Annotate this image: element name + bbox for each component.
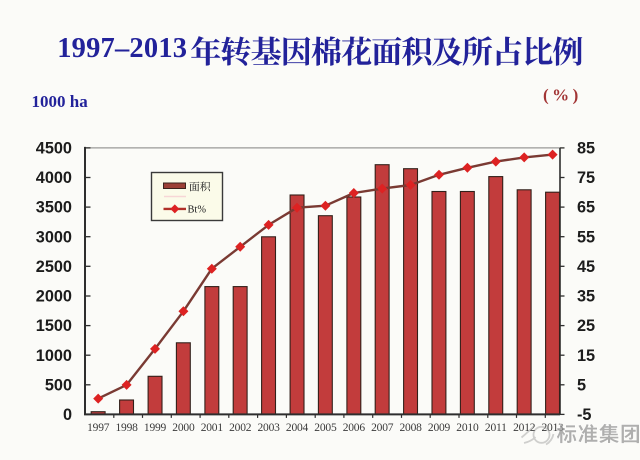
svg-text:4500: 4500 bbox=[36, 140, 72, 158]
svg-text:15: 15 bbox=[577, 347, 595, 365]
svg-text:Bt%: Bt% bbox=[188, 205, 207, 216]
svg-text:1500: 1500 bbox=[36, 317, 72, 335]
svg-text:1997: 1997 bbox=[87, 422, 110, 434]
svg-text:2002: 2002 bbox=[229, 422, 252, 434]
svg-text:500: 500 bbox=[45, 376, 72, 394]
svg-text:2006: 2006 bbox=[343, 422, 366, 434]
svg-text:2012: 2012 bbox=[513, 422, 536, 434]
svg-text:1000: 1000 bbox=[36, 347, 72, 365]
svg-text:2500: 2500 bbox=[36, 258, 72, 276]
svg-text:2013: 2013 bbox=[541, 422, 564, 434]
svg-text:5: 5 bbox=[577, 376, 586, 394]
svg-text:0: 0 bbox=[63, 406, 72, 424]
svg-text:1998: 1998 bbox=[115, 422, 138, 434]
svg-text:1000 ha: 1000 ha bbox=[32, 92, 89, 111]
svg-text:4000: 4000 bbox=[36, 169, 72, 187]
svg-text:25: 25 bbox=[577, 317, 595, 335]
svg-text:65: 65 bbox=[577, 199, 595, 217]
svg-text:2003: 2003 bbox=[257, 422, 280, 434]
svg-text:75: 75 bbox=[577, 169, 595, 187]
svg-text:1999: 1999 bbox=[144, 422, 167, 434]
svg-text:2008: 2008 bbox=[399, 422, 422, 434]
svg-text:2001: 2001 bbox=[201, 422, 224, 434]
svg-text:1997–2013: 1997–2013 bbox=[57, 33, 187, 64]
svg-text:35: 35 bbox=[577, 288, 595, 306]
svg-text:2000: 2000 bbox=[172, 422, 195, 434]
svg-text:2007: 2007 bbox=[371, 422, 394, 434]
svg-text:2010: 2010 bbox=[456, 422, 479, 434]
svg-text:2000: 2000 bbox=[36, 288, 72, 306]
svg-text:3000: 3000 bbox=[36, 228, 72, 246]
svg-text:2004: 2004 bbox=[286, 422, 309, 434]
svg-text:2009: 2009 bbox=[428, 422, 451, 434]
svg-text:-5: -5 bbox=[577, 406, 591, 424]
svg-text:(%): (%) bbox=[543, 85, 582, 104]
svg-text:3500: 3500 bbox=[36, 199, 72, 217]
svg-text:55: 55 bbox=[577, 228, 595, 246]
svg-text:2005: 2005 bbox=[314, 422, 337, 434]
svg-text:45: 45 bbox=[577, 258, 595, 276]
svg-text:2011: 2011 bbox=[485, 422, 507, 434]
svg-text:85: 85 bbox=[577, 140, 595, 158]
